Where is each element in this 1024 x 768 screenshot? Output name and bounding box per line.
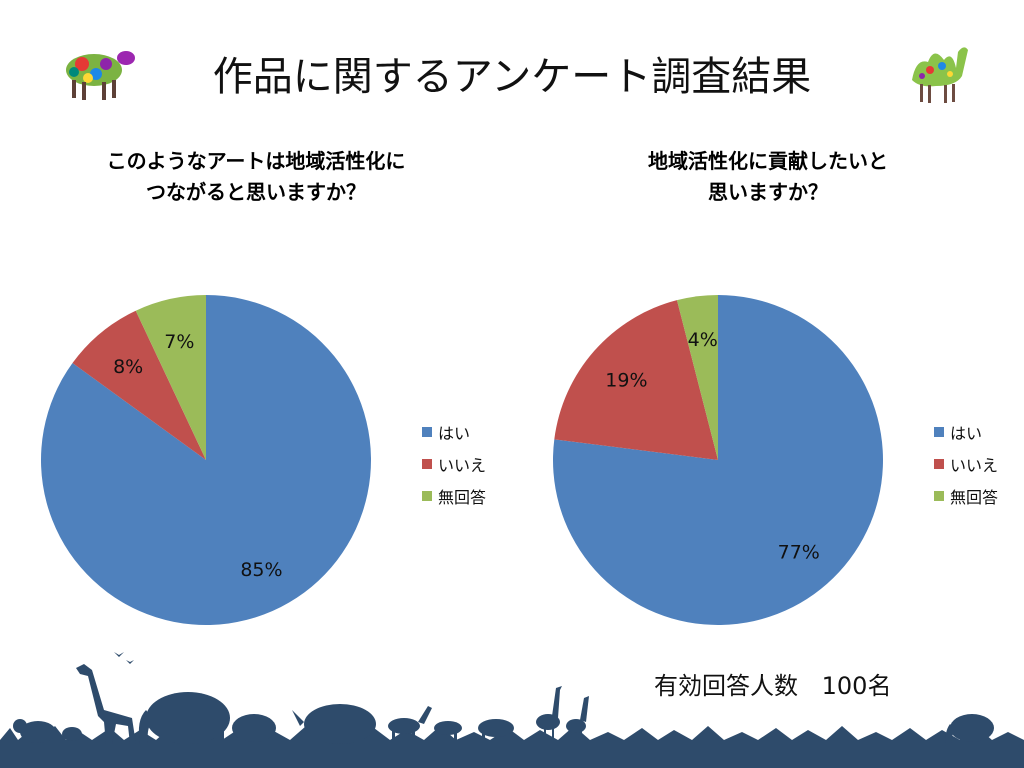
response-count-label: 有効回答人数	[654, 672, 798, 700]
data-label-no-answer: 4%	[688, 329, 718, 351]
response-count: 有効回答人数 100名	[654, 666, 891, 701]
legend-label: 無回答	[438, 488, 487, 507]
legend-item-no: いいえ	[422, 448, 486, 480]
pie-slice-no	[72, 310, 206, 460]
legend-item-no-answer: 無回答	[422, 480, 486, 512]
pie-chart-left: 85% 8% 7%	[41, 295, 372, 625]
slide-title: 作品に関するアンケート調査結果	[212, 54, 812, 100]
data-label-no-answer: 7%	[164, 331, 194, 353]
pie-chart-right: 77% 19% 4%	[553, 295, 883, 625]
legend-label: いいえ	[438, 456, 487, 475]
data-label-no: 8%	[113, 356, 143, 378]
pie-slice-no	[554, 300, 718, 460]
legend-item-yes: はい	[934, 416, 998, 448]
chart-title-right: 地域活性化に貢献したいと 思いますか？	[548, 146, 988, 208]
response-count-value: 100名	[821, 672, 892, 700]
chart-title-line: このようなアートは地域活性化に	[106, 149, 406, 173]
legend-right: はい いいえ 無回答	[934, 416, 998, 512]
chart-title-line: つながると思いますか？	[146, 180, 366, 204]
legend-swatch	[934, 491, 944, 501]
chart-title-left: このようなアートは地域活性化に つながると思いますか？	[36, 146, 476, 208]
legend-item-yes: はい	[422, 416, 486, 448]
legend-label: はい	[950, 424, 983, 443]
legend-swatch	[422, 459, 432, 469]
pie-slice-no-answer	[135, 295, 206, 460]
legend-swatch	[422, 427, 432, 437]
savanna-animal-silhouettes	[0, 652, 1024, 768]
legend-label: はい	[438, 424, 471, 443]
legend-swatch	[934, 427, 944, 437]
chart-title-line: 思いますか？	[708, 180, 828, 204]
legend-label: 無回答	[950, 488, 999, 507]
legend-item-no-answer: 無回答	[934, 480, 998, 512]
cow-mosaic-icon	[66, 51, 135, 100]
pie-slice-no-answer	[676, 295, 718, 460]
data-label-yes: 77%	[778, 542, 820, 564]
camel-mosaic-icon	[912, 47, 968, 103]
data-label-yes: 85%	[240, 559, 282, 581]
chart-title-line: 地域活性化に貢献したいと	[648, 149, 888, 173]
legend-swatch	[422, 491, 432, 501]
legend-swatch	[934, 459, 944, 469]
legend-label: いいえ	[950, 456, 999, 475]
legend-left: はい いいえ 無回答	[422, 416, 486, 512]
legend-item-no: いいえ	[934, 448, 998, 480]
data-label-no: 19%	[605, 369, 647, 391]
